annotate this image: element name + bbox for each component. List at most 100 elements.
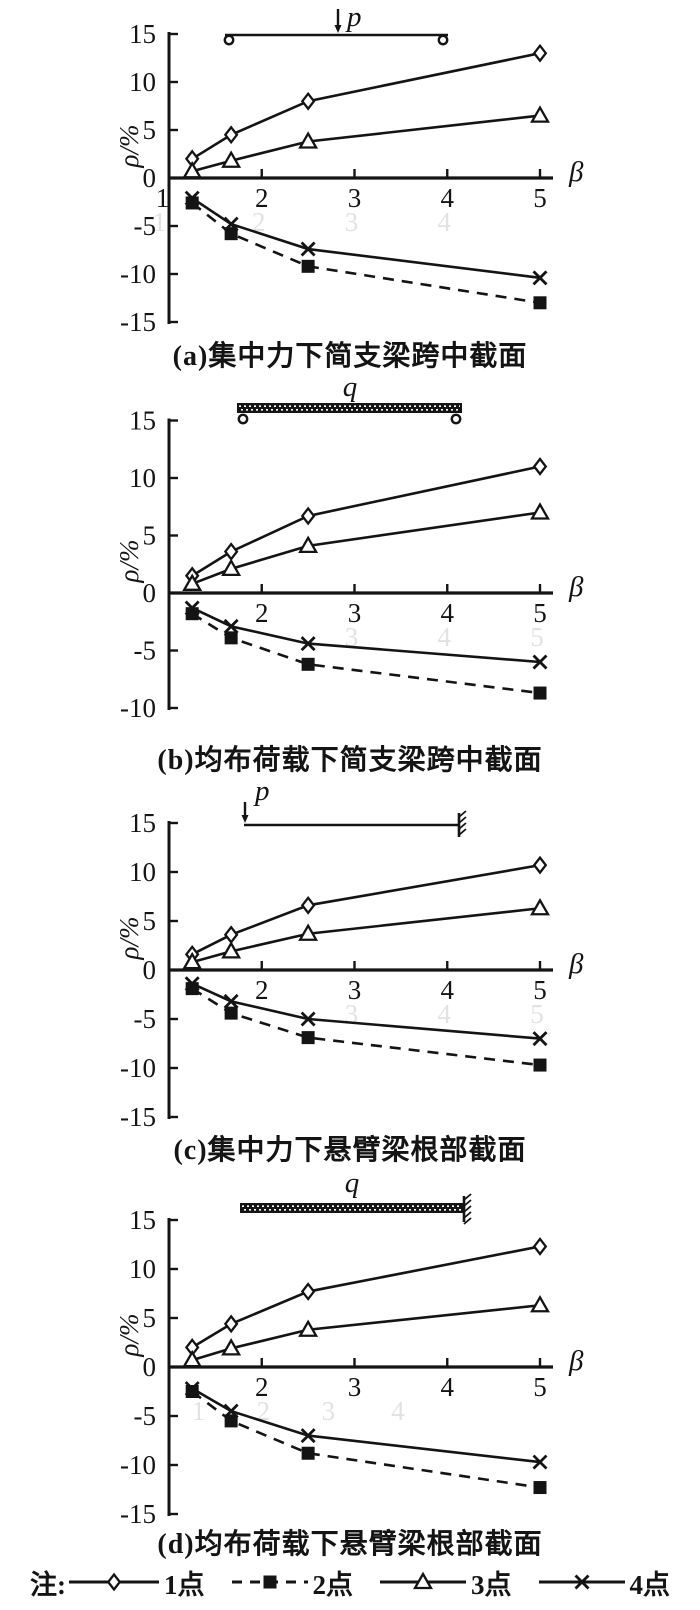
- series-line: [191, 906, 541, 964]
- y-tick-label: 15: [129, 808, 156, 838]
- series-line: [191, 863, 541, 956]
- y-tick-label: 5: [143, 521, 157, 551]
- ghost-x-tick-label: 4: [438, 207, 452, 237]
- series-4点: [184, 976, 548, 1047]
- x-tick-label: 2: [255, 183, 269, 213]
- ghost-x-tick-label: 2: [257, 1396, 271, 1426]
- load-arrow-icon: [241, 815, 249, 823]
- x-tick-label: 4: [441, 975, 455, 1005]
- triangle-marker-icon: [221, 150, 242, 168]
- diamond-marker-icon: [223, 542, 239, 561]
- triangle-marker-icon: [530, 897, 550, 916]
- legend-item-1dian: 1点: [68, 1563, 205, 1602]
- x-marker-icon: [223, 1403, 239, 1419]
- square-marker-icon: [301, 259, 315, 273]
- diamond-marker-icon: [223, 1314, 239, 1334]
- x-axis-title: β: [568, 571, 584, 603]
- x-tick-label: 3: [348, 975, 362, 1005]
- diamond-marker-icon: [300, 1282, 316, 1301]
- y-tick-label: 5: [143, 906, 157, 936]
- y-tick-label: -15: [120, 307, 156, 337]
- y-tick-label: 15: [129, 406, 156, 436]
- series-line: [191, 987, 541, 1067]
- x-marker-icon: [223, 618, 239, 634]
- chart-c-caption: (c)集中力下悬臂梁根部截面: [173, 1135, 527, 1166]
- legend-item-label: 4点: [629, 1569, 671, 1600]
- square-marker-icon: [533, 1481, 547, 1495]
- diamond-marker-icon: [223, 925, 239, 945]
- series-line: [191, 114, 541, 173]
- legend: 注: 1点 2点 3点 4点: [0, 1558, 700, 1606]
- support-pin-icon: [223, 34, 235, 46]
- triangle-marker-icon: [298, 923, 319, 941]
- x-marker-icon: [184, 1381, 200, 1397]
- fixed-support-hatch: [463, 1205, 472, 1213]
- triangle-marker-icon: [182, 160, 203, 179]
- square-marker-icon: [263, 1575, 276, 1589]
- fixed-support-hatch: [463, 1211, 472, 1219]
- series-2点: [185, 607, 547, 700]
- x-tick-label: 5: [533, 598, 547, 628]
- diamond-marker-icon: [223, 1314, 239, 1334]
- x-tick-label: 4: [441, 183, 455, 213]
- x-marker-icon: [532, 1454, 548, 1470]
- legend-item-label: 3点: [471, 1569, 512, 1600]
- x-marker-icon: [532, 270, 548, 286]
- series-1点: [184, 457, 548, 586]
- fixed-support-hatch: [463, 1193, 472, 1201]
- square-marker-icon: [301, 657, 315, 671]
- x-tick-label: 2: [255, 598, 269, 628]
- square-marker-icon: [224, 1414, 238, 1428]
- diamond-marker-icon: [300, 91, 316, 111]
- y-tick-label: -10: [120, 1450, 156, 1480]
- triangle-marker-icon: [221, 558, 242, 576]
- support-pin-icon: [450, 413, 462, 425]
- triangle-marker-icon: [530, 897, 550, 916]
- diamond-marker-icon: [532, 457, 548, 476]
- diamond-marker-icon: [223, 542, 239, 561]
- triangle-marker-icon: [530, 502, 550, 520]
- square-marker-icon: [533, 296, 547, 310]
- triangle-marker-icon: [182, 951, 203, 970]
- distributed-load-bar: [240, 1203, 463, 1213]
- y-tick-label: 10: [129, 67, 156, 97]
- series-4dian-swatch-icon: [538, 1574, 625, 1590]
- x-marker-icon: [574, 1574, 589, 1590]
- square-marker-icon: [533, 686, 547, 700]
- triangle-marker-icon: [530, 1294, 550, 1313]
- x-tick-label: 5: [533, 975, 547, 1005]
- series-4点: [184, 190, 548, 286]
- triangle-marker-icon: [221, 941, 242, 959]
- square-marker-icon: [533, 296, 547, 310]
- diamond-marker-icon: [532, 457, 548, 476]
- x-tick-label: 2: [255, 975, 269, 1005]
- y-tick-label: 0: [143, 1352, 157, 1382]
- diamond-marker-icon: [532, 43, 548, 63]
- y-tick-label: 10: [129, 1254, 156, 1284]
- series-1dian-swatch-icon: [69, 1572, 159, 1592]
- series-line: [191, 1390, 541, 1489]
- ghost-x-tick-label: 5: [530, 999, 544, 1029]
- beam-load-diagram: p: [241, 775, 467, 837]
- square-marker-icon: [533, 1481, 547, 1495]
- series-3点: [182, 502, 550, 591]
- series-line: [191, 606, 541, 664]
- x-marker-icon: [532, 654, 548, 670]
- x-marker-icon: [223, 1403, 239, 1419]
- x-marker-icon: [532, 654, 548, 670]
- chart-d-caption: (d)均布荷载下悬臂梁根部截面: [157, 1529, 543, 1560]
- x-marker-icon: [300, 1428, 316, 1444]
- series-line: [191, 197, 541, 280]
- triangle-marker-icon: [298, 923, 319, 941]
- square-marker-icon: [224, 1006, 238, 1020]
- diamond-marker-icon: [300, 895, 316, 915]
- y-tick-label: -15: [120, 1102, 156, 1132]
- beam-load-diagram: q: [240, 1167, 472, 1225]
- y-tick-label: -10: [120, 1053, 156, 1083]
- triangle-marker-icon: [530, 105, 550, 123]
- x-marker-icon: [300, 241, 316, 257]
- y-tick-label: 10: [129, 463, 156, 493]
- square-marker-icon: [533, 1058, 547, 1072]
